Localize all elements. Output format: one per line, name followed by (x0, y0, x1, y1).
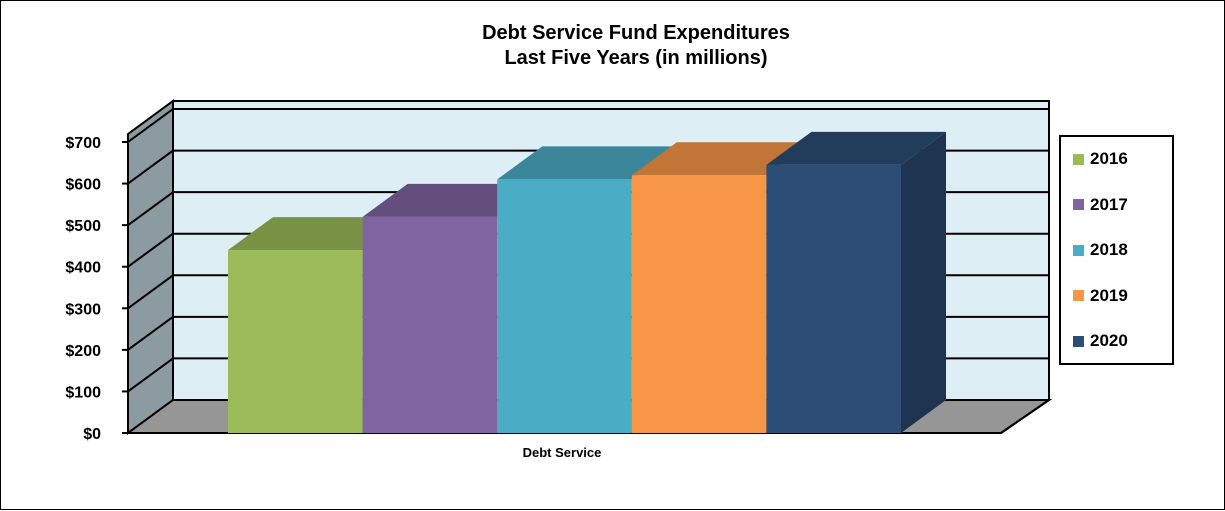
bar-2020-top (766, 131, 946, 165)
bar-2017 (362, 216, 498, 433)
gridline-side (127, 357, 174, 393)
y-tick-label: $200 (65, 343, 101, 360)
legend-label: 2018 (1090, 240, 1128, 259)
x-category-label: Debt Service (523, 445, 602, 460)
chart-subtitle: Last Five Years (in millions) (504, 47, 768, 69)
legend-item-2017: 2017 (1073, 193, 1128, 217)
bar-2020 (766, 164, 901, 433)
bar-2018-top (497, 146, 677, 180)
legend-label: 2016 (1090, 149, 1128, 168)
legend-item-2020: 2020 (1073, 329, 1128, 353)
legend-swatch (1073, 199, 1084, 210)
bar-2019 (631, 175, 767, 433)
y-tick-label: $400 (65, 260, 101, 277)
gridline-side (127, 316, 174, 351)
legend-label: 2020 (1090, 331, 1128, 350)
y-tick-label: $600 (65, 177, 101, 194)
legend-item-2019: 2019 (1073, 284, 1128, 308)
gridline-side (127, 149, 174, 185)
bar-2020-side (901, 131, 946, 433)
gridline-side (127, 274, 174, 310)
legend-item-2018: 2018 (1073, 238, 1128, 262)
legend-swatch (1073, 335, 1084, 347)
y-tick-label: $0 (83, 426, 101, 443)
chart-title-block: Debt Service Fund Expenditures Last Five… (1, 21, 1225, 71)
y-tick-label: $100 (65, 384, 101, 401)
gridline-side (127, 108, 174, 143)
y-tick-label: $700 (65, 135, 101, 152)
legend-swatch (1073, 290, 1084, 301)
legend-label: 2017 (1090, 194, 1128, 214)
bar-2018 (497, 179, 632, 433)
x-axis-depth-line (1000, 399, 1050, 434)
legend-label: 2019 (1090, 285, 1128, 305)
bar-2016 (228, 250, 363, 433)
legend-item-2016: 2016 (1073, 147, 1128, 171)
chart-title: Debt Service Fund Expenditures (482, 22, 790, 44)
y-tick-label: $300 (65, 301, 101, 318)
y-tick-label: $500 (65, 218, 101, 235)
legend: 2016 2017 2018 2019 2020 (1059, 135, 1174, 365)
gridline-side (127, 232, 174, 268)
legend-swatch (1073, 153, 1084, 165)
plot-side-wall (127, 99, 174, 435)
gridline-side (127, 191, 174, 226)
legend-swatch (1073, 244, 1084, 256)
